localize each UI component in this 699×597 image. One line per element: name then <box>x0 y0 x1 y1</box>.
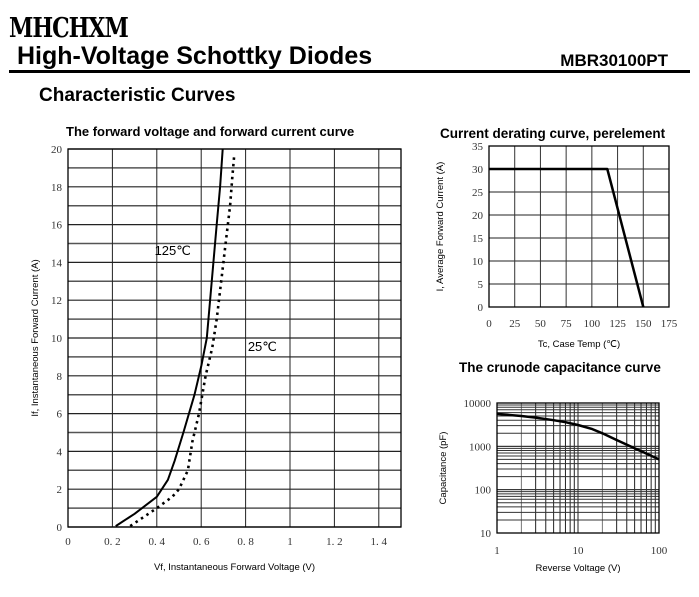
x-tick-label: 175 <box>661 318 678 330</box>
x-tick-label: 0. 8 <box>237 536 254 548</box>
section-heading: Characteristic Curves <box>39 85 236 106</box>
y-tick-label: 8 <box>57 371 63 383</box>
document-title: High-Voltage Schottky Diodes <box>17 42 373 70</box>
y-tick-label: 6 <box>57 409 63 421</box>
y-tick-label: 15 <box>472 233 484 245</box>
x-tick-label: 100 <box>584 318 601 330</box>
x-tick-label: 50 <box>535 318 547 330</box>
chart-title: The crunode capacitance curve <box>459 360 661 375</box>
x-tick-label: 0. 6 <box>193 536 210 548</box>
y-tick-label: 10 <box>472 256 484 268</box>
y-tick-label: 1000 <box>469 441 492 453</box>
y-tick-label: 14 <box>51 257 63 269</box>
x-tick-label: 1 <box>494 545 500 557</box>
x-tick-label: 25 <box>509 318 521 330</box>
x-axis-label: Reverse Voltage (V) <box>535 563 620 574</box>
y-tick-label: 12 <box>51 295 62 307</box>
x-tick-label: 0 <box>486 318 492 330</box>
x-tick-label: 1. 4 <box>371 536 388 548</box>
x-tick-label: 125 <box>609 318 626 330</box>
x-tick-label: 100 <box>651 545 668 557</box>
curve-annotation: 25℃ <box>248 339 277 354</box>
x-tick-label: 1 <box>287 536 293 548</box>
x-tick-label: 75 <box>561 318 573 330</box>
x-tick-label: 10 <box>573 545 585 557</box>
y-tick-label: 4 <box>57 446 63 458</box>
y-tick-label: 18 <box>51 182 63 194</box>
part-number: MBR30100PT <box>560 51 668 70</box>
y-tick-label: 16 <box>51 220 63 232</box>
x-tick-label: 0. 2 <box>104 536 121 548</box>
header-rule <box>9 70 690 73</box>
y-tick-label: 100 <box>475 485 492 497</box>
y-tick-label: 30 <box>472 164 484 176</box>
y-tick-label: 10 <box>51 333 63 345</box>
x-tick-label: 1. 2 <box>326 536 343 548</box>
y-tick-label: 20 <box>472 210 484 222</box>
plot-frame <box>496 402 660 534</box>
y-axis-label: Capacitance (pF) <box>438 432 449 505</box>
y-tick-label: 0 <box>57 522 63 534</box>
x-axis-label: Vf, Instantaneous Forward Voltage (V) <box>154 562 315 573</box>
y-tick-label: 10000 <box>464 398 492 410</box>
y-tick-label: 25 <box>472 187 484 199</box>
y-tick-label: 5 <box>478 279 484 291</box>
y-tick-label: 35 <box>472 141 484 153</box>
y-tick-label: 20 <box>51 144 63 156</box>
x-axis-label: Tc, Case Temp (℃) <box>538 339 620 350</box>
x-tick-label: 0. 4 <box>149 536 166 548</box>
y-tick-label: 2 <box>57 484 63 496</box>
x-tick-label: 150 <box>635 318 652 330</box>
series-line-capacitance <box>496 412 660 461</box>
series-line-derating <box>489 167 645 308</box>
x-tick-label: 0 <box>65 536 71 548</box>
brand-logo: MHCHXM <box>9 12 129 45</box>
y-axis-label: I, Average Forward Current (A) <box>435 162 446 292</box>
y-tick-label: 10 <box>480 528 492 540</box>
curve-annotation: 125℃ <box>155 243 191 258</box>
y-tick-label: 0 <box>478 302 484 314</box>
series-line-125 <box>115 148 224 527</box>
plot-frame <box>67 148 402 528</box>
plot-frame <box>488 145 670 308</box>
chart-title: The forward voltage and forward current … <box>66 124 354 139</box>
chart-title: Current derating curve, perelement <box>440 126 666 141</box>
y-axis-label: If, Instantaneous Forward Current (A) <box>30 259 41 416</box>
